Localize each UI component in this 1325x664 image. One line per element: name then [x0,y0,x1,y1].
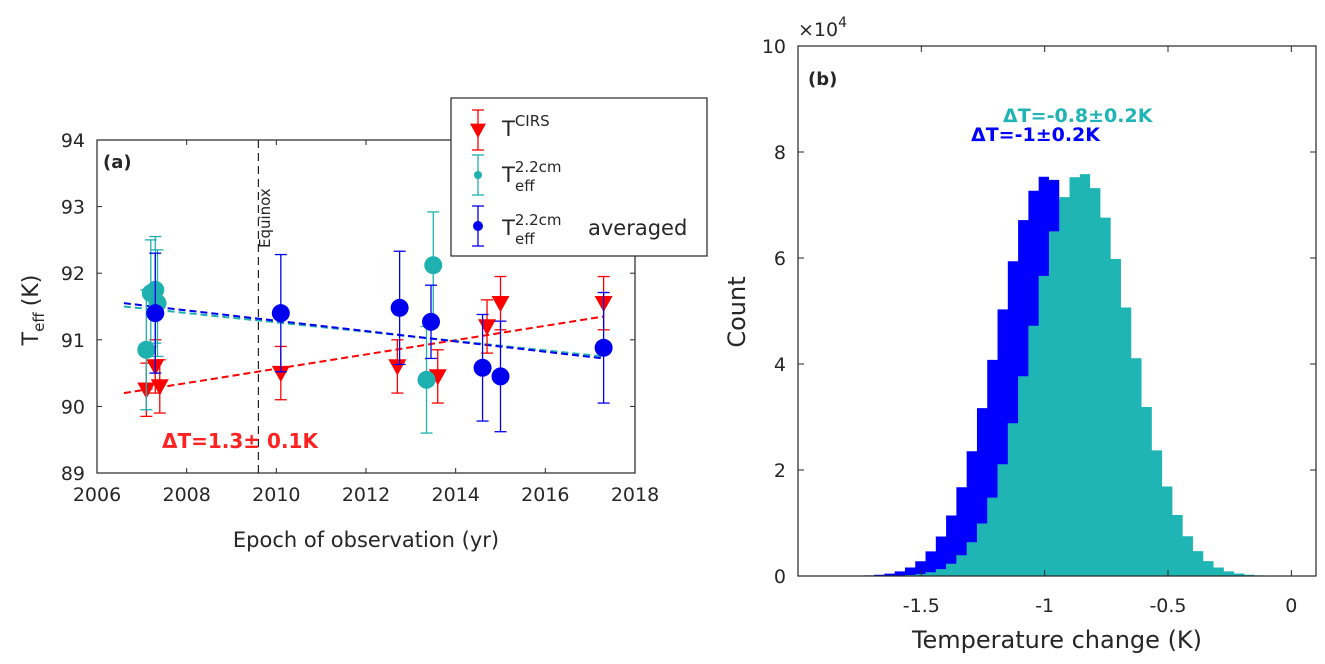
y-tick-label-a: 91 [61,330,85,352]
y-label-a-main: T [19,331,44,346]
panel-b-axes-box [797,45,1317,577]
panel-a-label: (a) [103,152,132,173]
x-axis-label-a: Epoch of observation (yr) [233,528,499,552]
y-label-a-sub: eff [30,312,48,332]
legend-marker [473,221,483,231]
x-axis-label-b: Temperature change (K) [911,626,1202,654]
legend-eff-sup: 2.2cm [515,158,562,176]
y-tick-label-b: 4 [774,354,786,376]
panel-b-label: (b) [808,69,837,90]
data-point-averaged [594,338,613,357]
data-point-averaged [491,367,510,386]
data-point-averaged [422,312,441,331]
legend-text-teal: ΔT=-0.8±0.2K [1003,105,1154,127]
x-tick-label-a: 2018 [611,484,659,506]
legend-box [450,97,708,257]
legend-text-blue: ΔT=-1±0.2K [971,124,1101,146]
data-point-averaged [473,358,492,377]
legend-marker-cirs [470,123,486,138]
x-tick-label-a: 2010 [252,484,300,506]
y-tick-label-b: 0 [774,566,786,588]
y-tick-label-b: 8 [774,142,786,164]
x-tick-label-b: 0 [1285,595,1297,617]
data-point-averaged [271,304,290,323]
x-tick-label-a: 2016 [521,484,569,506]
legend-symbols [470,109,486,247]
y-tick-label-a: 93 [61,197,85,219]
trend-line-2 [123,302,604,360]
scale-label-base: ×10 [798,19,838,41]
data-point-eff [424,256,443,275]
legend-entry-averaged: T2.2cm eff averaged [501,211,687,248]
y-tick-label-b: 2 [774,460,786,482]
y-axis-label-b: Count [723,276,751,347]
y-tick-label-b: 10 [762,36,786,58]
y-tick-label-b: 6 [774,248,786,270]
legend-entry-cirs: TCIRS [501,112,550,141]
legend-eff-sub: eff [515,177,535,195]
data-point-cirs [388,359,407,376]
data-point-cirs [271,365,290,383]
x-tick-label-a: 2014 [431,484,479,506]
panel-a-data [123,140,613,473]
x-tick-label-b: -1 [1035,595,1054,617]
delta-t-annotation-a: ΔT=1.3± 0.1K [162,429,319,453]
legend-avg-sup: 2.2cm [515,211,562,229]
x-tick-label-a: 2008 [162,484,210,506]
legend-avg-main: T [501,216,515,240]
y-tick-label-a: 92 [61,263,85,285]
x-tick-label-b: -0.5 [1149,595,1186,617]
x-tick-label-b: -1.5 [903,595,940,617]
scale-label: ×104 [798,15,847,41]
x-tick-label-a: 2012 [342,484,390,506]
panel-b-data [822,174,1296,576]
scale-label-exp: 4 [838,15,847,31]
y-label-a-unit: (K) [19,275,44,307]
equinox-label: Equinox [256,188,274,248]
legend-cirs-sup: CIRS [515,112,550,130]
data-point-cirs [150,379,169,396]
data-point-eff [417,370,436,389]
legend-avg-suffix: averaged [588,216,687,240]
data-point-averaged [390,298,409,317]
data-point-cirs [428,369,447,386]
panel-a-ticks: 2006 2008 2010 2012 2014 2016 2018 89 90 91 92 93 94 [61,130,659,506]
data-point-cirs [491,295,510,313]
legend-marker [474,171,482,179]
y-tick-label-a: 94 [61,130,85,152]
legend-entry-eff: T2.2cm eff [501,158,562,195]
panel-a: 2006 2008 2010 2012 2014 2016 2018 89 90 91 92 93 94… [19,97,708,552]
panel-a-axes-box [96,139,636,474]
y-tick-label-a: 90 [61,396,85,418]
data-point-averaged [146,304,165,323]
histogram-teal [822,174,1296,576]
trend-line-0 [123,315,604,395]
legend-cirs-main: T [501,117,515,141]
trend-line-1 [123,305,604,358]
panel-a-legend: TCIRS T2.2cm eff T2.2cm eff averaged [450,97,708,257]
y-axis-label-a: Teff (K) [19,275,48,347]
x-tick-label-a: 2006 [73,484,121,506]
legend-avg-sub: eff [515,230,535,248]
legend-eff-main: T [501,163,515,187]
y-tick-label-a: 89 [61,463,85,485]
